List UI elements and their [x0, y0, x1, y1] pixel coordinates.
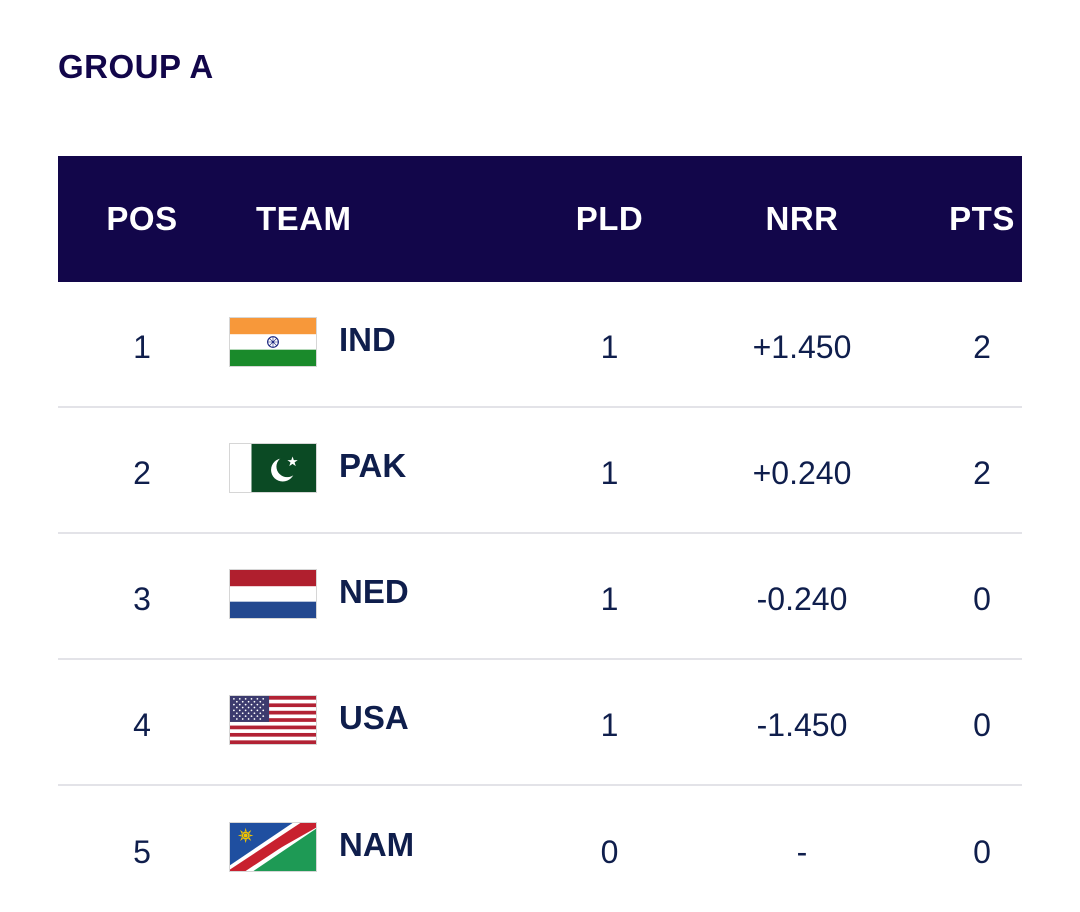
group-title: GROUP A: [58, 48, 214, 85]
points: 0: [973, 580, 991, 617]
team-cell[interactable]: NAM: [226, 822, 557, 872]
header-pts: PTS: [949, 200, 1015, 237]
team-cell[interactable]: PAK: [226, 443, 557, 493]
table-row[interactable]: 2 PAK 1 +0.240 2: [58, 408, 1022, 534]
points: 2: [973, 454, 991, 491]
standings-table: POS TEAM PLD NRR PTS 1 IND 1 +1.450 2: [58, 156, 1022, 912]
header-team: TEAM: [256, 200, 352, 237]
table-header: POS TEAM PLD NRR PTS: [58, 156, 1022, 282]
table-row[interactable]: 5: [58, 786, 1022, 912]
played: 1: [600, 580, 619, 617]
net-run-rate: -0.240: [756, 580, 848, 617]
team-name: USA: [339, 699, 409, 736]
team-name: NAM: [339, 826, 415, 863]
played: 1: [600, 706, 619, 743]
position: 1: [133, 328, 151, 365]
points: 0: [973, 833, 991, 870]
position: 4: [133, 706, 151, 743]
points: 0: [973, 706, 991, 743]
position: 2: [133, 454, 151, 491]
net-run-rate: -: [796, 833, 808, 870]
header-pos: POS: [106, 200, 178, 237]
team-cell[interactable]: IND: [226, 317, 557, 367]
played: 1: [600, 328, 619, 365]
team-name: IND: [339, 321, 396, 358]
position: 3: [133, 580, 151, 617]
table-row[interactable]: 1 IND 1 +1.450 2: [58, 282, 1022, 408]
team-name: PAK: [339, 447, 407, 484]
team-name: NED: [339, 573, 409, 610]
pakistan-flag-icon: [229, 443, 317, 493]
table-row[interactable]: 3 NED 1 -0.240 0: [58, 534, 1022, 660]
netherlands-flag-icon: [229, 569, 317, 619]
net-run-rate: -1.450: [756, 706, 848, 743]
points: 2: [973, 328, 991, 365]
team-cell[interactable]: USA: [226, 695, 557, 745]
header-pld: PLD: [575, 200, 644, 237]
usa-flag-icon: [229, 695, 317, 745]
played: 1: [600, 454, 619, 491]
team-cell[interactable]: NED: [226, 569, 557, 619]
india-flag-icon: [229, 317, 317, 367]
header-nrr: NRR: [765, 200, 839, 237]
net-run-rate: +1.450: [752, 328, 852, 365]
played: 0: [600, 833, 619, 870]
table-row[interactable]: 4: [58, 660, 1022, 786]
net-run-rate: +0.240: [752, 454, 852, 491]
position: 5: [133, 833, 151, 870]
namibia-flag-icon: [229, 822, 317, 872]
